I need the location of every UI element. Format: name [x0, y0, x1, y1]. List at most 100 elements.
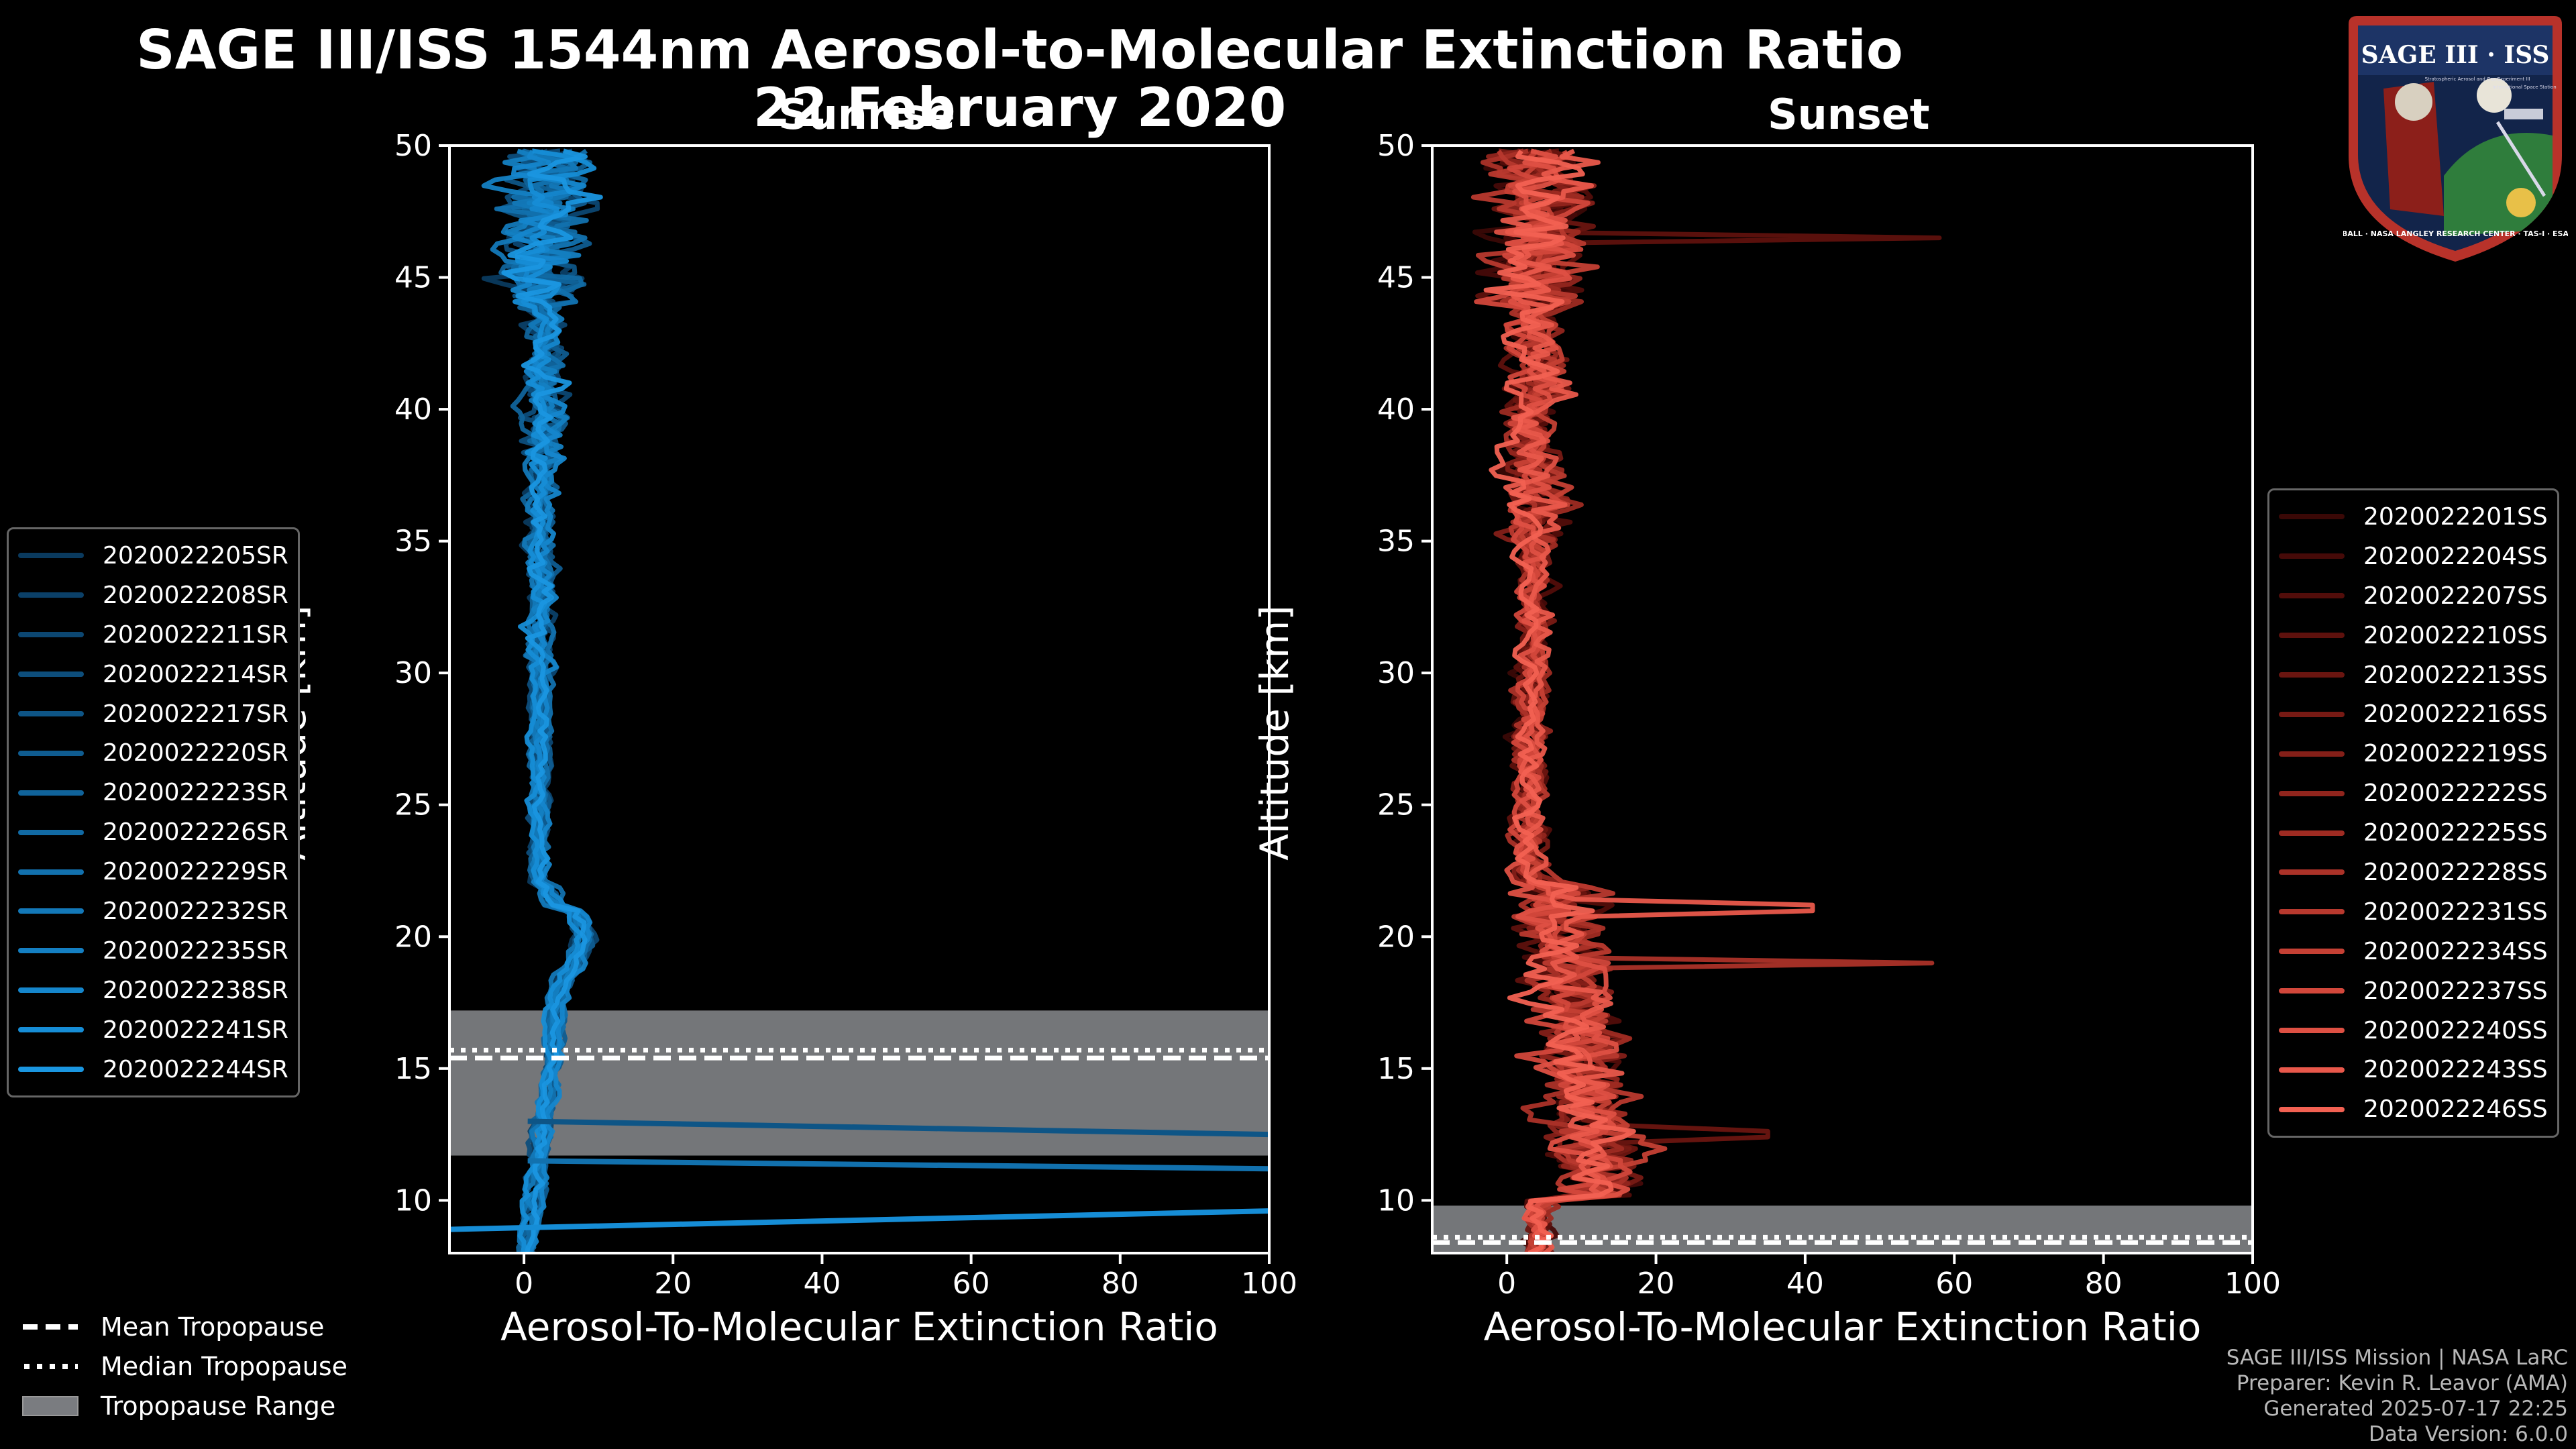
legend-mean-tropopause: Mean Tropopause [20, 1307, 347, 1346]
legend-label: 2020022225SS [2363, 819, 2548, 847]
legend-entry: 2020022226SR [18, 812, 288, 852]
legend-label: 2020022210SS [2363, 621, 2548, 649]
sunrise-legend: 2020022205SR 2020022208SR 2020022211SR 2020… [7, 527, 300, 1098]
y-tick-label: 15 [1377, 1052, 1415, 1086]
y-tick-label: 30 [394, 656, 432, 690]
legend-entry: 2020022229SR [18, 852, 288, 892]
legend-swatch [18, 632, 84, 638]
legend-label: 2020022213SS [2363, 661, 2548, 689]
x-axis-label: Aerosol-To-Molecular Extinction Ratio [1484, 1304, 2202, 1350]
legend-entry: 2020022213SS [2279, 655, 2548, 695]
legend-entry: 2020022214SR [18, 655, 288, 694]
legend-label: 2020022232SR [103, 897, 288, 925]
x-tick-label: 60 [1935, 1267, 1973, 1301]
logo-sub-text-2: International Space Station [2492, 85, 2556, 90]
series-line-2020022243SS [1500, 148, 1815, 1253]
y-tick-label: 15 [394, 1052, 432, 1086]
legend-entry: 2020022241SR [18, 1010, 288, 1050]
credits: SAGE III/ISS Mission | NASA LaRC Prepare… [2226, 1345, 2568, 1447]
legend-label: 2020022226SR [103, 818, 288, 847]
legend-swatch [2279, 949, 2345, 955]
legend-entry: 2020022205SR [18, 536, 288, 576]
chart-title: SAGE III/ISS 1544nm Aerosol-to-Molecular… [136, 19, 1903, 81]
chart-date: 22 February 2020 [753, 76, 1287, 139]
legend-label: 2020022237SS [2363, 977, 2548, 1005]
y-tick-label: 35 [394, 525, 432, 559]
legend-swatch [18, 908, 84, 914]
legend-label: 2020022238SR [103, 976, 288, 1004]
legend-entry: 2020022234SS [2279, 932, 2548, 971]
legend-label: 2020022216SS [2363, 700, 2548, 729]
legend-label: 2020022220SR [103, 739, 288, 767]
y-tick-label: 10 [394, 1183, 432, 1218]
legend-swatch [18, 553, 84, 559]
sage-iii-iss-logo: SAGE III · ISS Stratospheric Aerosol and… [2342, 8, 2569, 265]
legend-swatch [2279, 909, 2345, 915]
logo-bottom-text: BALL · NASA LANGLEY RESEARCH CENTER · TA… [2343, 229, 2568, 238]
legend-label: 2020022231SS [2363, 898, 2548, 926]
legend-label: 2020022217SR [103, 700, 288, 728]
y-tick-label: 25 [1377, 788, 1415, 822]
legend-swatch [2279, 988, 2345, 994]
legend-entry: 2020022238SR [18, 971, 288, 1010]
sunset-legend: 2020022201SS 2020022204SS 2020022207SS 2020… [2267, 488, 2559, 1138]
legend-label: Tropopause Range [101, 1391, 336, 1421]
legend-swatch [2279, 751, 2345, 757]
range-swatch [20, 1394, 80, 1418]
legend-entry: 2020022244SR [18, 1050, 288, 1089]
legend-swatch [2279, 711, 2345, 717]
legend-label: 2020022208SR [103, 581, 288, 609]
y-tick-label: 45 [1377, 261, 1415, 295]
legend-label: 2020022201SS [2363, 502, 2548, 531]
legend-swatch [18, 829, 84, 835]
legend-label: 2020022241SR [103, 1016, 288, 1044]
legend-swatch [2279, 869, 2345, 875]
plot-frame [448, 144, 1271, 1254]
legend-swatch [2279, 514, 2345, 520]
legend-entry: 2020022223SR [18, 773, 288, 812]
x-tick-label: 20 [1638, 1267, 1675, 1301]
legend-entry: 2020022240SS [2279, 1011, 2548, 1051]
y-tick-label: 30 [1377, 656, 1415, 690]
panel-title-sunset: Sunset [1768, 90, 1930, 139]
legend-entry: 2020022217SR [18, 694, 288, 734]
legend-label: 2020022243SS [2363, 1056, 2548, 1084]
legend-swatch [18, 711, 84, 716]
legend-swatch [2279, 1067, 2345, 1073]
legend-entry: 2020022246SS [2279, 1089, 2548, 1129]
x-tick-label: 100 [1241, 1267, 1297, 1301]
legend-entry: 2020022207SS [2279, 576, 2548, 616]
y-tick-label: 50 [394, 129, 432, 163]
legend-swatch [18, 672, 84, 678]
legend-entry: 2020022237SS [2279, 971, 2548, 1011]
x-tick-label: 40 [803, 1267, 841, 1301]
outlier-line [527, 1158, 1269, 1172]
legend-entry: 2020022225SS [2279, 813, 2548, 853]
y-tick-label: 40 [1377, 392, 1415, 427]
legend-entry: 2020022220SR [18, 733, 288, 773]
legend-swatch [2279, 672, 2345, 678]
x-tick-label: 80 [1102, 1267, 1139, 1301]
legend-swatch [18, 1027, 84, 1033]
legend-label: 2020022246SS [2363, 1095, 2548, 1124]
x-tick-label: 20 [654, 1267, 692, 1301]
legend-swatch [18, 987, 84, 994]
legend-swatch [18, 790, 84, 796]
legend-label: 2020022240SS [2363, 1016, 2548, 1044]
logo-sub-text: Stratospheric Aerosol and Gas Experiment… [2424, 76, 2530, 82]
legend-label: 2020022219SS [2363, 740, 2548, 768]
credit-line: Data Version: 6.0.0 [2368, 1422, 2568, 1446]
x-tick-label: 0 [515, 1267, 533, 1301]
dotted-line-swatch [20, 1354, 80, 1379]
y-tick-label: 20 [1377, 920, 1415, 954]
tropopause-range-band [1432, 1205, 2253, 1253]
legend-swatch [2279, 790, 2345, 796]
y-axis-label: Altitude [km] [1252, 605, 1297, 860]
y-tick-label: 40 [394, 392, 432, 427]
legend-swatch [18, 948, 84, 954]
credit-line: Preparer: Kevin R. Leavor (AMA) [2236, 1371, 2568, 1395]
credit-line: SAGE III/ISS Mission | NASA LaRC [2226, 1346, 2568, 1370]
legend-swatch [2279, 830, 2345, 836]
series-line-2020022237SS [1474, 150, 1633, 1253]
legend-tropopause-range: Tropopause Range [20, 1386, 347, 1426]
